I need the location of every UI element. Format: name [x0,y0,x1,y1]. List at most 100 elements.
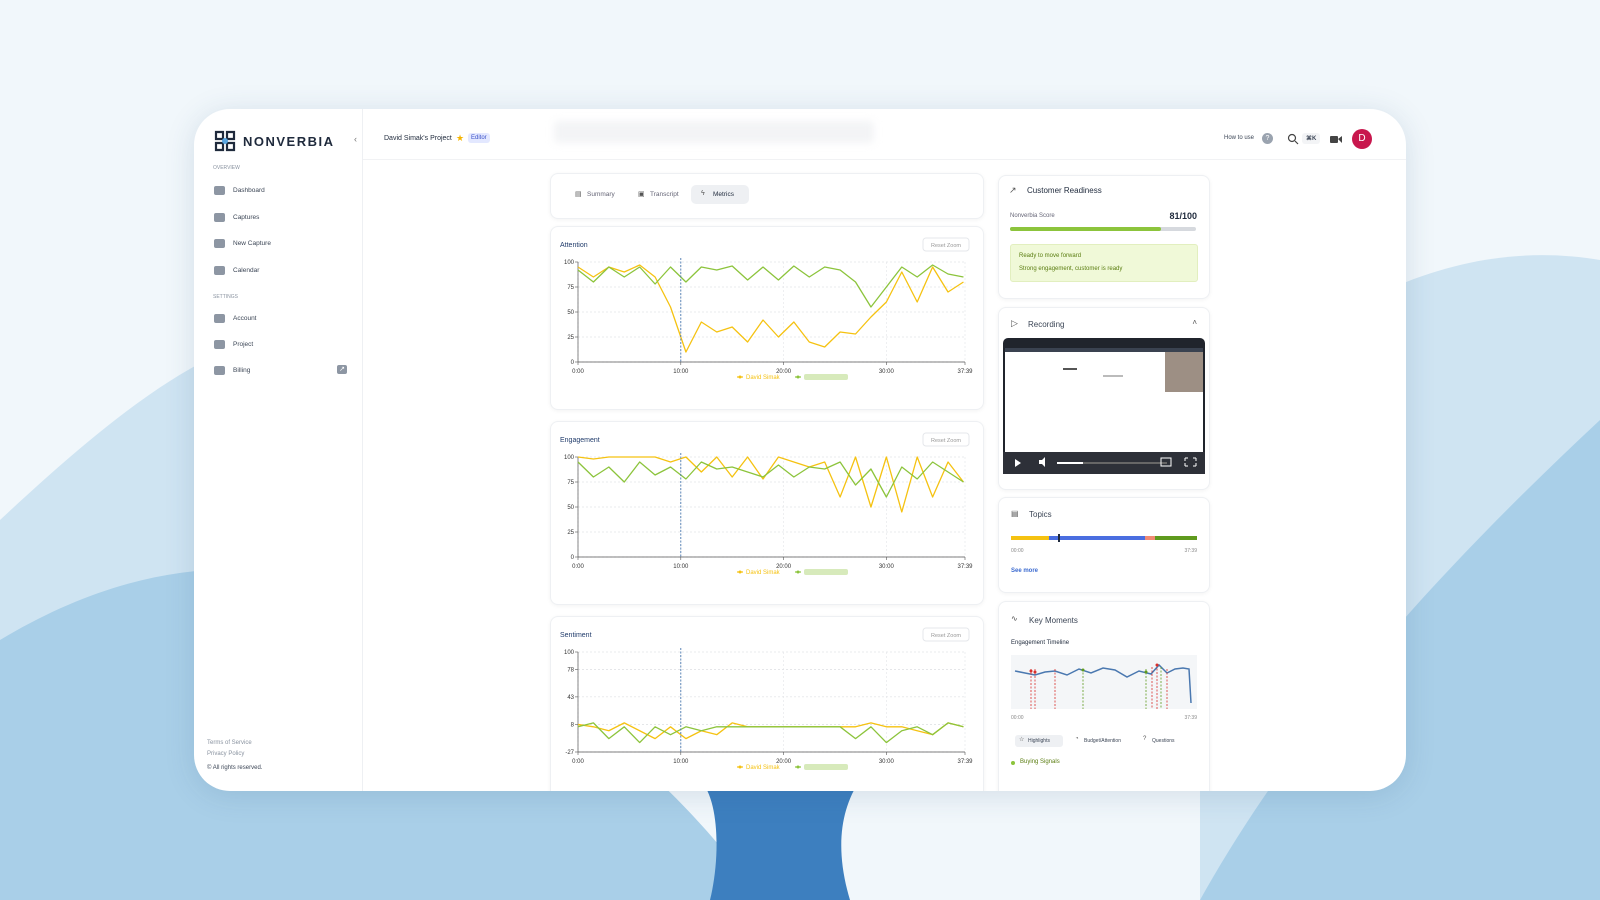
see-more-link[interactable]: See more [1011,568,1039,574]
category-label: Buying Signals [1020,759,1060,765]
nav-item[interactable]: Account [233,315,257,322]
y-tick-label: 8 [571,722,575,728]
legend-label[interactable]: David Simak [746,765,781,771]
avatar[interactable]: D [1352,129,1372,149]
trend-icon: ↗ [1009,185,1017,195]
collapse-icon[interactable]: ˄ [1192,318,1197,327]
y-tick-label: 0 [571,555,575,561]
nav-item[interactable]: Captures [233,213,260,221]
subtitle: Engagement Timeline [1011,640,1070,646]
active-filter-bg [1015,735,1063,747]
end-time: 37:39 [1184,548,1197,554]
external-icon[interactable]: ↗ [337,365,347,374]
status-box: Ready to move forward Strong engagement,… [1010,244,1198,282]
legend-label[interactable]: David Simak [746,570,781,576]
y-tick-label: 100 [564,260,575,266]
reset-button[interactable] [922,627,970,642]
y-tick-label: 78 [567,667,574,673]
tab-bar: ▤ Summary ▣ Transcript ϟ Metrics [550,173,984,219]
x-tick-label: 20:00 [776,564,792,570]
chart-title: Engagement [560,437,600,444]
topics-panel: ▤ Topics 00:00 37:39 See more [998,497,1210,593]
header-border [363,159,1406,160]
chart: Engagement Reset Zoom 0 25 50 75 100 0:00 10:00 2… [560,432,973,576]
help-icon[interactable]: ? [1262,133,1273,144]
nav-icon [214,186,225,195]
project-name[interactable]: David Simak's Project [384,135,452,142]
topic-timeline[interactable] [1011,534,1197,542]
series-line [577,461,964,498]
filter[interactable]: Questions [1152,738,1175,744]
nav-icon [214,212,225,222]
y-tick-label: 0 [571,360,575,366]
nav-icon [214,366,225,375]
video-player[interactable] [1003,338,1205,474]
chart-title: Sentiment [560,632,592,639]
series-line [577,722,964,744]
legend-label-redacted[interactable] [804,374,848,380]
panel-title: Recording [1028,320,1065,329]
x-tick-label: 30:00 [879,369,895,375]
tab[interactable]: Metrics [713,191,734,198]
legend-label-redacted[interactable] [804,569,848,575]
collapse-button[interactable]: ‹ [354,134,357,144]
sidebar-border [362,109,363,791]
y-tick-label: -27 [565,750,574,756]
video-icon[interactable] [1330,134,1342,144]
readiness-panel: ↗ Customer Readiness Nonverbia Score 81/… [998,175,1210,299]
filter[interactable]: Highlights [1028,738,1050,744]
reset-button-label[interactable]: Reset Zoom [931,438,961,444]
nav-item[interactable]: Dashboard [233,187,265,194]
reset-button-label[interactable]: Reset Zoom [931,633,961,639]
pulse-icon: ∿ [1011,614,1018,623]
tab-icon: ▣ [638,191,645,198]
chart-panel: Attention Reset Zoom 0 25 50 75 100 0:00 10:00 20… [550,226,984,410]
footer-link[interactable]: Terms of Service [207,740,252,746]
topics-icon: ▤ [1011,509,1019,518]
nav-item[interactable]: Billing [233,367,251,374]
y-tick-label: 25 [567,530,574,536]
footer-link: © All rights reserved. [207,765,263,771]
shortcut: ⌘K [1302,133,1321,144]
legend-swatch-dot [796,375,800,379]
x-tick-label: 0:00 [572,759,584,765]
help-link[interactable]: How to use [1224,135,1255,141]
nav-item[interactable]: Project [233,341,254,348]
x-tick-label: 20:00 [776,369,792,375]
series-line [577,264,964,308]
start-time: 00:00 [1011,715,1024,721]
active-tab-bg [691,185,749,204]
status-detail: Strong engagement, customer is ready [1019,266,1123,272]
tab[interactable]: Transcript [650,191,679,198]
legend-label-redacted[interactable] [804,764,848,770]
tab[interactable]: Summary [587,191,615,198]
reset-button[interactable] [922,237,970,252]
section-label: OVERVIEW [213,165,240,171]
nav-item[interactable]: Calendar [233,266,260,274]
footer-link[interactable]: Privacy Policy [207,751,245,757]
x-tick-label: 10:00 [673,759,689,765]
reset-button[interactable] [922,432,970,447]
legend-swatch-dot [738,765,742,769]
tab-icon: ϟ [701,190,705,197]
panel-title: Topics [1029,510,1052,519]
panel-title: Key Moments [1029,616,1078,625]
legend-label[interactable]: David Simak [746,375,781,381]
mini-chart [1011,655,1197,709]
section-label: SETTINGS [213,294,239,300]
score-bar [1010,227,1161,231]
x-tick-label: 20:00 [776,759,792,765]
role-badge: Editor [468,133,490,143]
score-label: Nonverbia Score [1010,213,1055,219]
x-tick-label: 37:39 [957,759,973,765]
reset-button-label[interactable]: Reset Zoom [931,243,961,249]
end-time: 37:39 [1184,715,1197,721]
panel-title: Customer Readiness [1027,186,1102,195]
y-tick-label: 50 [567,505,574,511]
logo-text: NONVERBIA [243,134,335,149]
filter[interactable]: Budget/Attention [1084,738,1121,744]
x-tick-label: 10:00 [673,369,689,375]
nav-item[interactable]: New Capture [233,240,271,247]
tab-icon: ▤ [575,191,582,198]
search-icon[interactable] [1287,133,1299,145]
